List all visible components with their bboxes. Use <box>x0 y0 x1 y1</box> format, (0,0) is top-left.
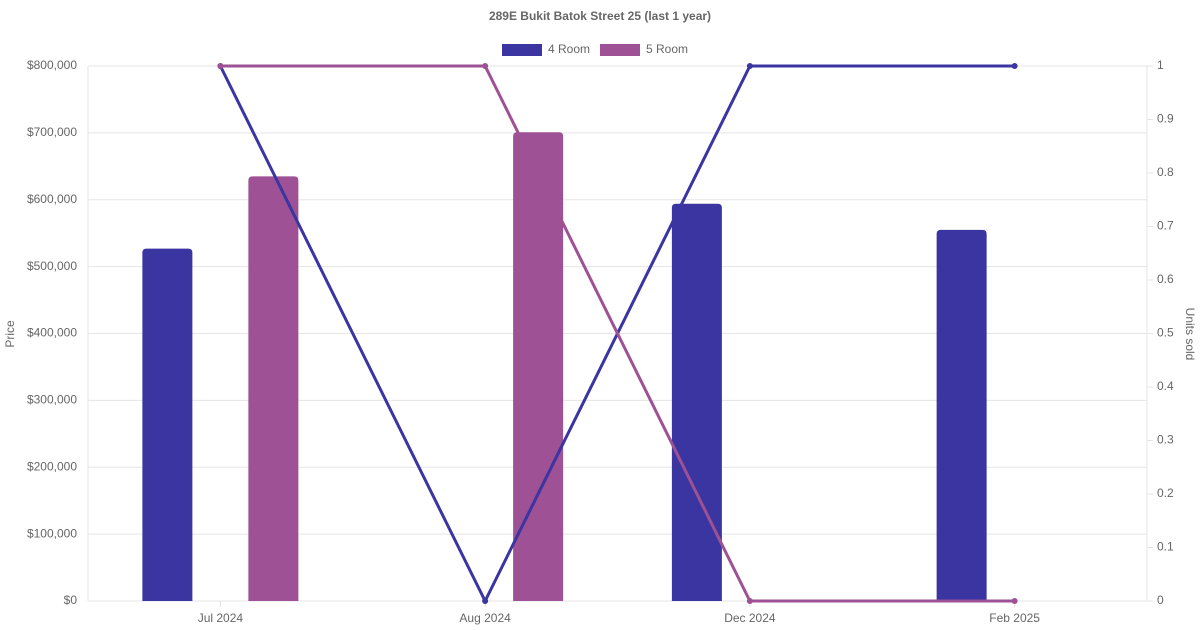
line-point <box>746 63 753 69</box>
line-point <box>746 598 753 604</box>
y2-tick-label: 0.9 <box>1157 112 1174 126</box>
y-tick-label: $700,000 <box>27 125 77 139</box>
legend-label: 4 Room <box>548 42 590 56</box>
y-tick-label: $300,000 <box>27 393 77 407</box>
y2-tick-label: 0.1 <box>1157 540 1174 554</box>
line-point <box>482 598 489 604</box>
y-tick-label: $500,000 <box>27 259 77 273</box>
line-point <box>482 63 489 69</box>
y2-tick-label: 0.6 <box>1157 272 1174 286</box>
bar <box>142 248 193 601</box>
y2-tick-label: 0.5 <box>1157 326 1174 340</box>
bar <box>936 229 987 601</box>
bar <box>513 132 564 602</box>
line <box>220 64 1015 603</box>
chart-title: 289E Bukit Batok Street 25 (last 1 year) <box>489 9 711 23</box>
y2-tick-label: 1 <box>1157 58 1164 72</box>
y-tick-label: $600,000 <box>27 192 77 206</box>
y-axis-title: Price <box>3 320 17 348</box>
bar <box>671 203 722 601</box>
y2-tick-label: 0.4 <box>1157 379 1174 393</box>
legend-swatch <box>502 44 542 56</box>
y2-tick-label: 0 <box>1157 593 1164 607</box>
y-tick-label: $0 <box>64 593 78 607</box>
legend-label: 5 Room <box>646 42 688 56</box>
x-tick-label: Jul 2024 <box>198 611 244 625</box>
legend-swatch <box>600 44 640 56</box>
x-tick-label: Dec 2024 <box>724 611 776 625</box>
y-tick-label: $100,000 <box>27 526 77 540</box>
line-point <box>1011 63 1018 69</box>
y-tick-label: $400,000 <box>27 326 77 340</box>
y2-tick-label: 0.7 <box>1157 219 1174 233</box>
y2-tick-label: 0.8 <box>1157 165 1174 179</box>
y-tick-label: $200,000 <box>27 459 77 473</box>
bar <box>248 176 299 601</box>
y2-tick-label: 0.2 <box>1157 486 1174 500</box>
y2-tick-label: 0.3 <box>1157 433 1174 447</box>
line-point <box>217 63 224 69</box>
x-tick-label: Feb 2025 <box>989 611 1040 625</box>
y2-axis-title: Units sold <box>1183 308 1197 361</box>
x-tick-label: Aug 2024 <box>459 611 511 625</box>
line-point <box>1011 598 1018 604</box>
y-tick-label: $800,000 <box>27 58 77 72</box>
